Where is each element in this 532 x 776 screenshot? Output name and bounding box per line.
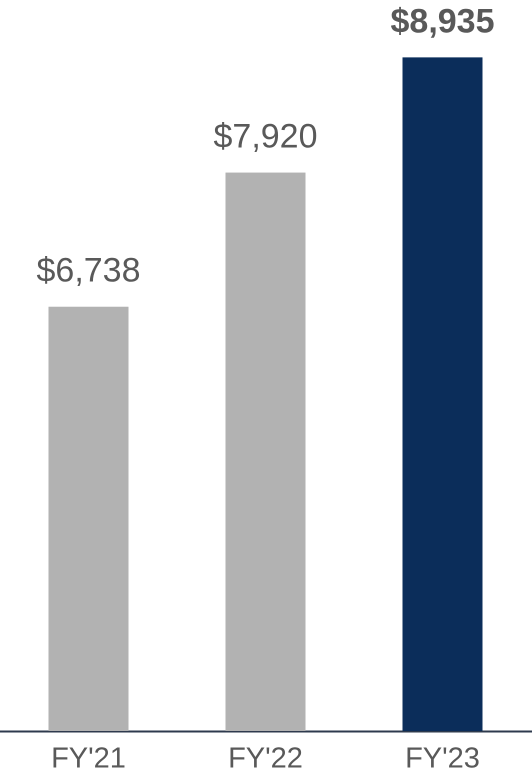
x-tick-label: FY'23 [405,743,480,775]
value-label: $8,935 [391,2,495,40]
value-label: $7,920 [214,118,318,156]
bar [48,306,129,731]
x-tick-label: FY'22 [228,743,303,775]
bar [225,172,306,731]
x-tick-label: FY'21 [51,743,126,775]
value-label: $6,738 [37,252,141,290]
bar [402,57,483,731]
